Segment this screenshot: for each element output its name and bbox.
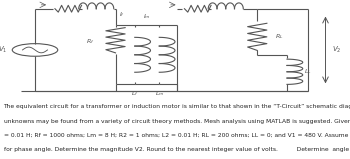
Text: = 0.01 H; Rf = 1000 ohms; Lm = 8 H; R2 = 1 ohms; L2 = 0.01 H; RL = 200 ohms; LL : = 0.01 H; Rf = 1000 ohms; Lm = 8 H; R2 =… — [4, 133, 350, 138]
Text: unknowns may be found from a variety of circuit theory methods. Mesh analysis us: unknowns may be found from a variety of … — [4, 119, 350, 124]
Text: $\vec{I}_2$: $\vec{I}_2$ — [173, 0, 180, 3]
Text: $I_m$: $I_m$ — [143, 12, 151, 21]
Text: $R_f$: $R_f$ — [86, 37, 94, 46]
Text: $R_1$: $R_1$ — [64, 0, 72, 2]
Text: $R_2$: $R_2$ — [194, 0, 202, 2]
Text: $\vec{I}_1$: $\vec{I}_1$ — [44, 0, 51, 3]
Text: $L_f$: $L_f$ — [131, 89, 139, 98]
Text: $V_2$: $V_2$ — [332, 45, 342, 55]
Text: $R_L$: $R_L$ — [275, 32, 283, 41]
Text: $L_L$: $L_L$ — [304, 67, 312, 76]
Text: The equivalent circuit for a transformer or induction motor is similar to that s: The equivalent circuit for a transformer… — [4, 104, 350, 109]
Text: $L_m$: $L_m$ — [154, 89, 164, 98]
Text: $V_1$: $V_1$ — [0, 45, 7, 55]
Text: for phase angle. Determine the magnitude V2. Round to the nearest integer value : for phase angle. Determine the magnitude… — [4, 147, 350, 152]
Text: $I_f$: $I_f$ — [119, 10, 125, 19]
